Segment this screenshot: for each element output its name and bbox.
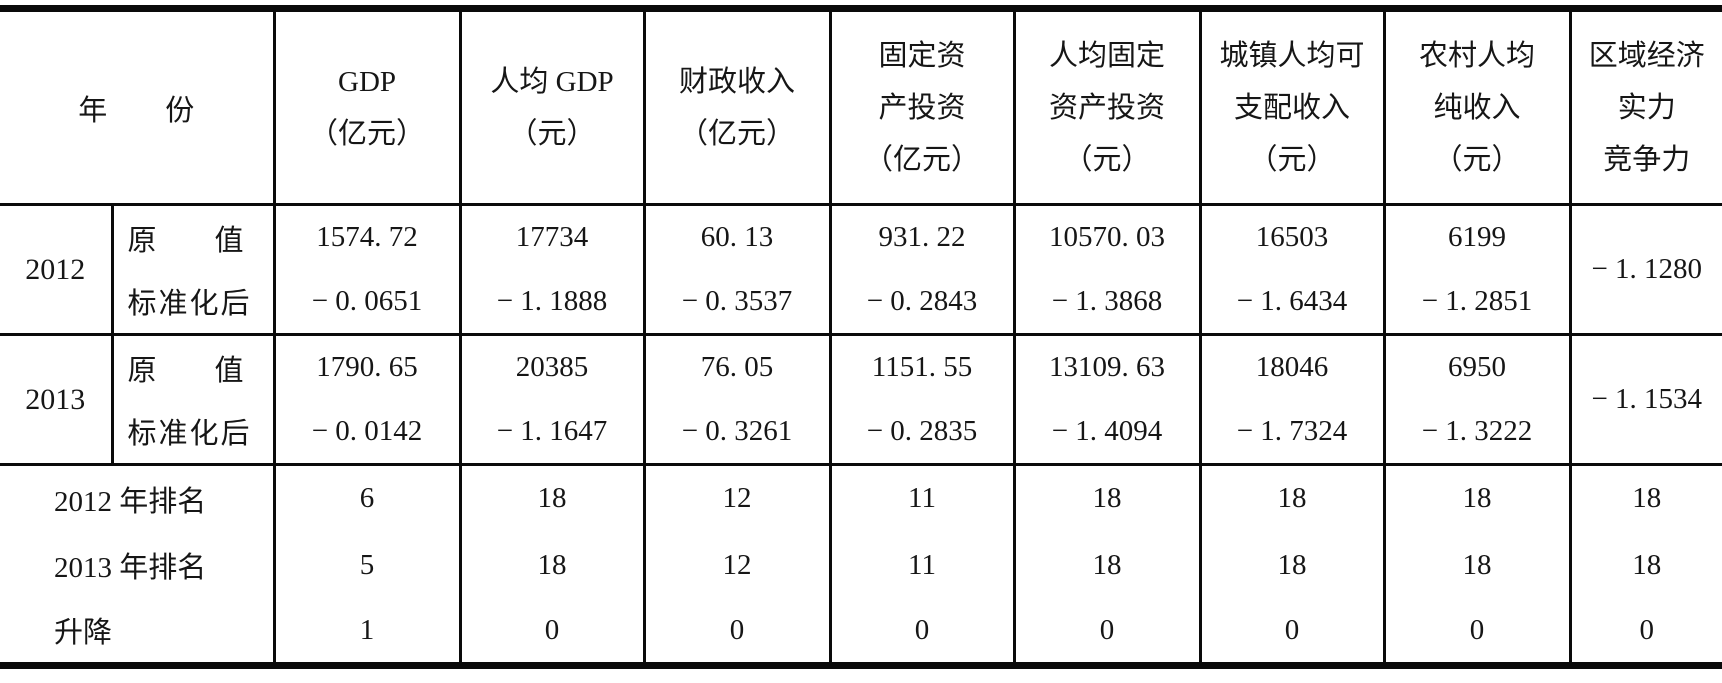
rank-cell: 18 (1198, 531, 1385, 599)
value-cell: − 1. 6434 (1198, 269, 1385, 336)
rank-cell: 18 (1198, 464, 1385, 532)
value-cell: − 0. 2843 (828, 269, 1015, 336)
value-cell: − 0. 3537 (642, 269, 831, 336)
row-rank-2012: 2012 年排名 6 18 12 11 18 18 18 18 (0, 464, 1722, 532)
rank-2013-label: 2013 年排名 (54, 552, 207, 584)
value-cell: 6950 (1382, 334, 1571, 400)
value-cell: − 1. 7324 (1198, 399, 1385, 466)
value-cell: 17734 (458, 204, 645, 270)
header-gdp: GDP （亿元） (272, 8, 461, 206)
rank-2012-label: 2012 年排名 (54, 485, 207, 518)
rank-cell: 6 (272, 464, 461, 532)
value-cell: 1790. 65 (272, 334, 461, 400)
value-cell: 6199 (1382, 204, 1571, 270)
header-gdp-per-capita: 人均 GDP （元） (458, 8, 645, 206)
value-cell: − 1. 1647 (458, 399, 645, 466)
row-2013-original: 2013 原 值 1790. 65 20385 76. 05 1151. 55 … (0, 334, 1722, 466)
competitiveness-2013: − 1. 1534 (1568, 334, 1722, 466)
value-cell: 13109. 63 (1012, 334, 1201, 400)
row-rank-2013: 2013 年排名 5 18 12 11 18 18 18 18 (0, 531, 1722, 599)
label-standardized-2013: 标准化后 (127, 418, 252, 451)
value-cell: 931. 22 (828, 204, 1015, 270)
header-rural-net-income: 农村人均 纯收入 （元） (1382, 8, 1571, 206)
rank-cell: 18 (1568, 464, 1722, 532)
rank-cell: 0 (458, 598, 645, 666)
row-2013-standardized: 标准化后 − 0. 0142 − 1. 1647 − 0. 3261 − 0. … (0, 399, 1722, 466)
value-cell: − 0. 0651 (272, 269, 461, 336)
row-2012-standardized: 标准化后 − 0. 0651 − 1. 1888 − 0. 3537 − 0. … (0, 269, 1722, 336)
rank-cell: 0 (1382, 598, 1571, 666)
value-cell: − 0. 0142 (272, 399, 461, 466)
rank-cell: 18 (1012, 531, 1201, 599)
value-cell: − 1. 3868 (1012, 269, 1201, 336)
header-year: 年 份 (0, 8, 275, 206)
year-2013: 2013 (0, 334, 112, 466)
rank-cell: 18 (1568, 531, 1722, 599)
value-cell: 1151. 55 (828, 334, 1015, 400)
rank-cell: 18 (1382, 464, 1571, 532)
rank-cell: 18 (458, 464, 645, 532)
value-cell: 10570. 03 (1012, 204, 1201, 270)
rank-cell: 18 (458, 531, 645, 599)
header-urban-disposable-income: 城镇人均可 支配收入 （元） (1198, 8, 1385, 206)
rank-cell: 11 (828, 531, 1015, 599)
label-original-2013: 原 值 (110, 334, 275, 400)
rank-cell: 12 (642, 464, 831, 532)
rank-cell: 11 (828, 464, 1015, 532)
value-cell: 16503 (1198, 204, 1385, 270)
header-competitiveness: 区域经济 实力 竞争力 (1568, 8, 1722, 206)
rank-cell: 0 (642, 598, 831, 666)
value-cell: − 1. 3222 (1382, 399, 1571, 466)
rank-cell: 1 (272, 598, 461, 666)
value-cell: 20385 (458, 334, 645, 400)
header-fixed-investment: 固定资 产投资 （亿元） (828, 8, 1015, 206)
label-standardized-2012: 标准化后 (127, 288, 252, 321)
label-original-2012: 原 值 (110, 204, 275, 270)
rank-cell: 5 (272, 531, 461, 599)
value-cell: 18046 (1198, 334, 1385, 400)
rank-cell: 0 (828, 598, 1015, 666)
row-2012-original: 2012 原 值 1574. 72 17734 60. 13 931. 22 1… (0, 204, 1722, 336)
value-cell: − 0. 3261 (642, 399, 831, 466)
value-cell: − 1. 1888 (458, 269, 645, 336)
row-up-down: 升降 1 0 0 0 0 0 0 0 (0, 598, 1722, 666)
value-cell: − 1. 4094 (1012, 399, 1201, 466)
header-fixed-investment-per-capita: 人均固定 资产投资 （元） (1012, 8, 1201, 206)
value-cell: 60. 13 (642, 204, 831, 270)
value-cell: 76. 05 (642, 334, 831, 400)
value-cell: − 0. 2835 (828, 399, 1015, 466)
rank-cell: 0 (1198, 598, 1385, 666)
table-header-row: 年 份 GDP （亿元） 人均 GDP （元） 财政收入 （亿元） 固定资 产投… (0, 8, 1722, 206)
rank-cell: 12 (642, 531, 831, 599)
rank-cell: 0 (1012, 598, 1201, 666)
rank-cell: 18 (1012, 464, 1201, 532)
up-down-label: 升降 (54, 617, 113, 650)
rank-cell: 18 (1382, 531, 1571, 599)
competitiveness-2012: − 1. 1280 (1568, 204, 1722, 336)
regional-economy-table: 年 份 GDP （亿元） 人均 GDP （元） 财政收入 （亿元） 固定资 产投… (0, 5, 1722, 669)
rank-cell: 0 (1568, 598, 1722, 666)
value-cell: − 1. 2851 (1382, 269, 1571, 336)
header-fiscal-revenue: 财政收入 （亿元） (642, 8, 831, 206)
value-cell: 1574. 72 (272, 204, 461, 270)
year-2012: 2012 (0, 204, 112, 336)
